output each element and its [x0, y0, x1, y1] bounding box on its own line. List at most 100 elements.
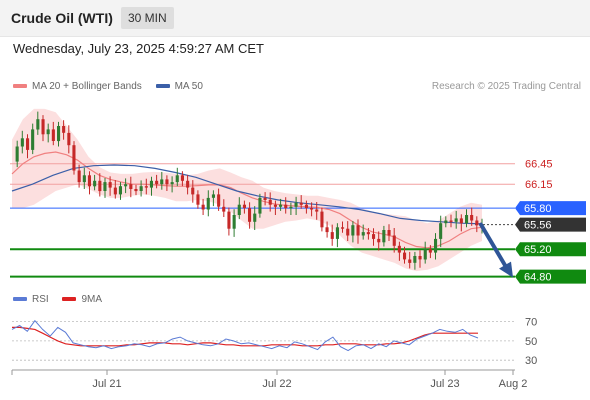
candle-body: [459, 218, 463, 224]
candle-body: [253, 213, 257, 222]
bollinger-band-area: [12, 108, 482, 272]
candle-body: [268, 199, 272, 205]
candle-body: [82, 175, 86, 183]
candle-body: [335, 227, 339, 239]
candle-body: [304, 204, 308, 209]
x-tick-label: Jul 23: [430, 378, 459, 390]
candle-body: [372, 234, 376, 239]
candle-body: [211, 194, 215, 198]
level-tag-65.80: [515, 201, 586, 216]
candle-body: [222, 206, 226, 212]
level-label-65.20: 65.20: [524, 244, 552, 256]
candle-body: [289, 206, 293, 209]
candle-body: [77, 170, 81, 183]
rsi-tick-30: 30: [525, 355, 537, 367]
candle-body: [361, 232, 365, 236]
candle-body: [434, 238, 438, 253]
instrument-title: Crude Oil (WTI): [11, 10, 113, 26]
candle-body: [113, 187, 117, 195]
candle-body: [139, 186, 143, 191]
candle-body: [258, 197, 262, 214]
rsi-label: RSI: [32, 294, 49, 305]
level-label-65.56: 65.56: [524, 220, 552, 232]
moving-averages: [11, 151, 483, 249]
candle-body: [160, 179, 164, 185]
candle-body: [62, 126, 66, 133]
candle-body: [196, 194, 200, 205]
candle-body: [366, 232, 370, 235]
candle-body: [186, 180, 190, 188]
level-tag-64.80: [515, 269, 586, 284]
candle-body: [397, 245, 401, 253]
candle-body: [170, 182, 174, 185]
candle-body: [392, 235, 396, 246]
ma50-swatch: [155, 84, 170, 89]
candle-body: [98, 180, 102, 192]
candle-body: [351, 225, 355, 236]
candle-body: [470, 215, 474, 221]
candle-body: [248, 208, 252, 222]
candle-body: [418, 256, 422, 260]
bollinger-band: [12, 108, 482, 272]
candle-body: [93, 180, 97, 187]
candle-body: [294, 202, 298, 207]
candle-body: [26, 138, 30, 150]
candle-body: [382, 230, 386, 243]
level-label-66.15: 66.15: [525, 179, 553, 191]
rsi-legend: RSI 9MA: [13, 294, 102, 305]
timeframe-badge[interactable]: 30 MIN: [121, 7, 174, 29]
candle-body: [206, 197, 210, 210]
candle-body: [217, 194, 221, 207]
ma50-label: MA 50: [174, 81, 203, 92]
rsi-tick-50: 50: [525, 336, 537, 348]
x-axis: Jul 21 Jul 22 Jul 23 Aug 2: [11, 369, 527, 390]
level-label-65.80: 65.80: [524, 203, 552, 215]
rsi-ma-swatch: [62, 297, 77, 302]
candle-body: [341, 227, 345, 229]
candle-body: [439, 223, 443, 239]
candle-body: [155, 180, 159, 185]
ma50-line: [11, 164, 483, 225]
candle-body: [263, 197, 267, 200]
ma20-label: MA 20 + Bollinger Bands: [32, 81, 142, 92]
level-tag-65.56: [515, 217, 586, 232]
candle-body: [31, 129, 35, 150]
x-tick-label: Jul 21: [92, 378, 121, 390]
candle-body: [129, 184, 133, 189]
candle-body: [299, 202, 303, 205]
candle-body: [36, 119, 40, 130]
candle-body: [454, 218, 458, 222]
candle-body: [67, 132, 71, 146]
candle-body: [175, 175, 179, 183]
candle-body: [449, 220, 453, 222]
forecast-arrow-shaft: [479, 222, 509, 271]
candle-body: [423, 249, 427, 260]
candle-body: [444, 220, 448, 224]
candle-body: [191, 187, 195, 195]
candle-body: [273, 204, 277, 207]
candle-body: [279, 204, 283, 207]
candle-body: [413, 256, 417, 263]
candle-body: [72, 145, 76, 171]
candle-body: [320, 211, 324, 228]
candle-body: [408, 259, 412, 263]
candle-body: [315, 209, 319, 212]
candle-body: [475, 220, 479, 226]
candle-body: [346, 228, 350, 236]
candle-body: [201, 204, 205, 210]
candle-body: [144, 186, 148, 188]
candle-body: [103, 182, 107, 191]
candle-body: [165, 179, 169, 185]
candle-body: [330, 232, 334, 239]
candle-body: [149, 180, 153, 188]
level-labels: 66.45 66.15 65.80 65.56 65.20 64.80: [515, 159, 586, 284]
candle-body: [180, 175, 184, 181]
rsi-swatch: [13, 297, 27, 302]
candle-body: [232, 215, 236, 229]
x-tick-label: Jul 22: [262, 378, 291, 390]
candle-body: [325, 227, 329, 233]
candle-body: [403, 252, 407, 260]
candle-body: [108, 182, 112, 188]
candle-body: [57, 126, 61, 142]
